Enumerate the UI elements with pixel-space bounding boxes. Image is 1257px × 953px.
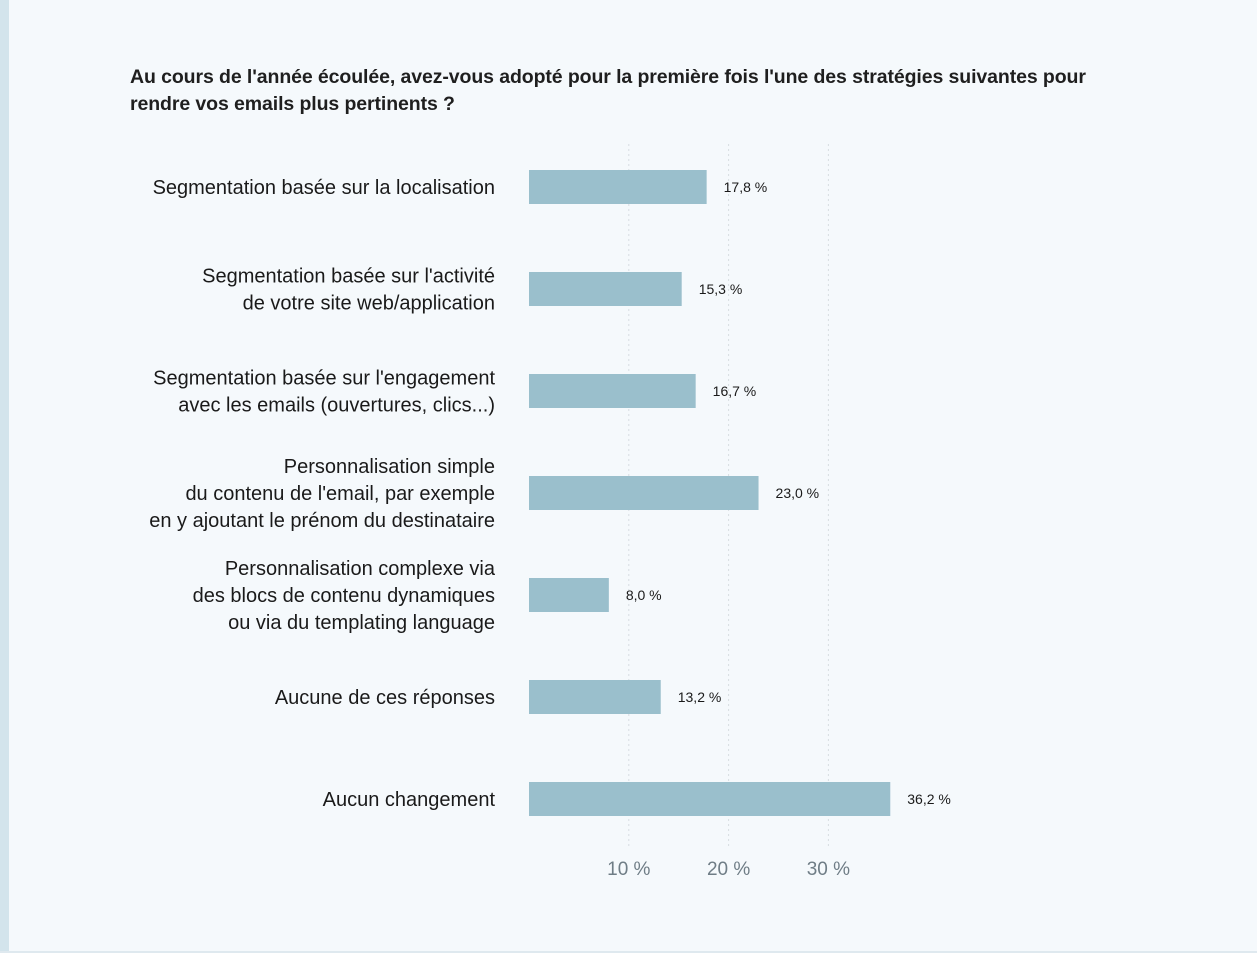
category-label: des blocs de contenu dynamiques	[193, 585, 495, 607]
x-axis-ticks: 10 % 20 % 30 %	[607, 859, 850, 880]
category-label: Personnalisation simple	[284, 456, 495, 478]
bar	[529, 272, 682, 306]
chart-title: Au cours de l'année écoulée, avez-vous a…	[130, 66, 1086, 115]
bar	[529, 170, 707, 204]
bar	[529, 782, 891, 816]
x-tick-label: 20 %	[707, 859, 750, 880]
category-labels: Segmentation basée sur la localisation Se…	[149, 177, 496, 811]
bar-value-label: 13,2 %	[678, 689, 722, 705]
bar-value-label: 16,7 %	[713, 383, 757, 399]
category-label: de votre site web/application	[243, 293, 495, 315]
bottom-rule	[0, 951, 1257, 953]
bars	[529, 170, 891, 816]
bar-value-label: 36,2 %	[907, 791, 951, 807]
bar	[529, 374, 696, 408]
category-label: ou via du templating language	[228, 612, 495, 634]
left-accent-rule	[0, 0, 9, 953]
category-label: Segmentation basée sur l'activité	[202, 266, 495, 288]
bar-value-label: 15,3 %	[699, 281, 743, 297]
category-label: en y ajoutant le prénom du destinataire	[149, 510, 495, 532]
x-tick-label: 30 %	[807, 859, 850, 880]
bar	[529, 578, 609, 612]
value-labels: 17,8 % 15,3 % 16,7 % 23,0 % 8,0 % 13,2 % 36,2 …	[626, 179, 951, 807]
category-label: Segmentation basée sur l'engagement	[153, 368, 495, 390]
bar	[529, 476, 759, 510]
category-label: Segmentation basée sur la localisation	[153, 177, 495, 199]
bar	[529, 680, 661, 714]
bar-value-label: 23,0 %	[776, 485, 820, 501]
bar-value-label: 17,8 %	[724, 179, 768, 195]
category-label: Aucune de ces réponses	[275, 687, 495, 709]
category-label: du contenu de l'email, par exemple	[185, 483, 495, 505]
category-label: Aucun changement	[323, 789, 496, 811]
category-label: Personnalisation complexe via	[225, 558, 496, 580]
x-tick-label: 10 %	[607, 859, 650, 880]
bar-value-label: 8,0 %	[626, 587, 662, 603]
category-label: avec les emails (ouvertures, clics...)	[178, 395, 495, 417]
